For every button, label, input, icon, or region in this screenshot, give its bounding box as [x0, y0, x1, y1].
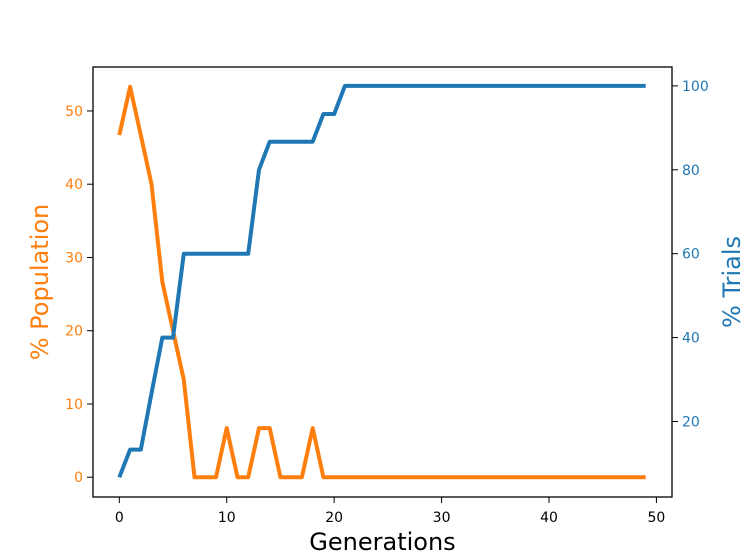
right-y-tick-label: 40	[682, 331, 700, 347]
left-y-tick-label: 30	[65, 250, 83, 266]
x-tick-label: 40	[540, 510, 558, 526]
ticks-layer: 0 10 20 30 40 50 0 10 20 30 40 50 20 40 60 80 100	[65, 79, 709, 526]
right-y-tick-label: 100	[682, 79, 709, 95]
x-tick-label: 0	[115, 510, 124, 526]
x-tick-label: 10	[218, 510, 236, 526]
right-y-tick-label: 80	[682, 163, 700, 179]
left-y-tick-label: 50	[65, 104, 83, 120]
series-layer	[117, 83, 646, 480]
plot-frame	[92, 66, 673, 498]
left-y-axis-title: % Population	[26, 204, 54, 361]
x-axis-title: Generations	[309, 528, 455, 556]
right-y-tick-label: 60	[682, 247, 700, 263]
left-y-tick-label: 20	[65, 324, 83, 340]
trials-series-line	[117, 83, 646, 479]
x-tick-label: 50	[648, 510, 666, 526]
left-y-tick-label: 0	[74, 470, 83, 486]
right-y-axis-title: % Trials	[718, 236, 746, 328]
x-tick-label: 30	[433, 510, 451, 526]
population-series-line	[117, 84, 646, 480]
right-y-tick-label: 20	[682, 414, 700, 430]
left-y-tick-label: 40	[65, 177, 83, 193]
x-tick-label: 20	[325, 510, 343, 526]
left-y-tick-label: 10	[65, 397, 83, 413]
